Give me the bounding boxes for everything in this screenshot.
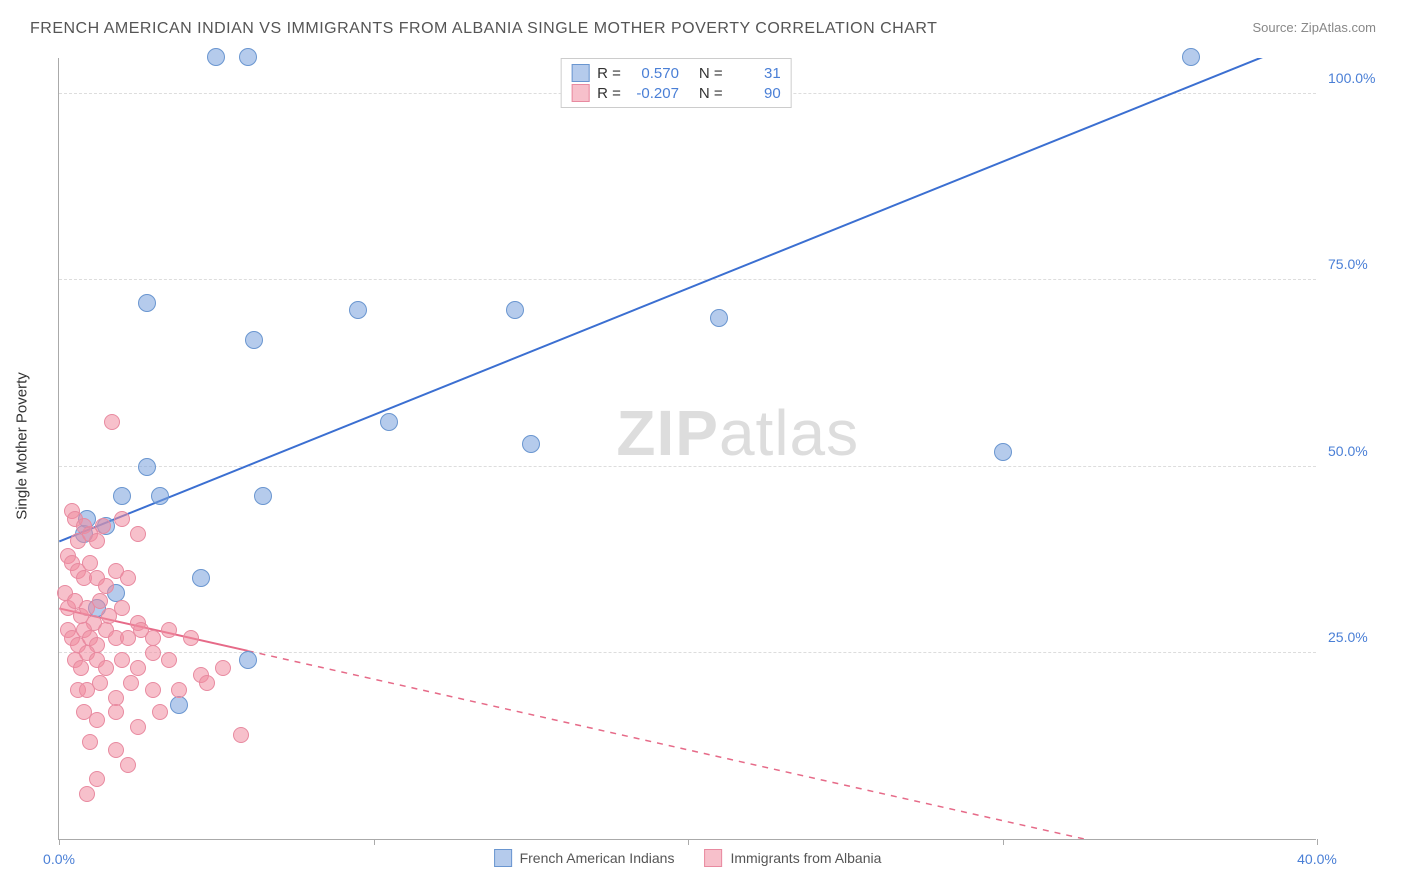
x-tick [1317,839,1318,845]
series-legend: French American Indians Immigrants from … [484,849,892,867]
scatter-point [114,600,130,616]
scatter-point [254,487,272,505]
correlation-legend: R = 0.570 N = 31 R = -0.207 N = 90 [560,58,792,108]
scatter-point [114,652,130,668]
scatter-point [994,443,1012,461]
legend-row-series-1: R = 0.570 N = 31 [571,63,781,83]
watermark-zip: ZIP [616,397,719,469]
chart-title: FRENCH AMERICAN INDIAN VS IMMIGRANTS FRO… [30,20,1376,38]
legend-item-series-1: French American Indians [494,849,675,867]
legend-item-series-2: Immigrants from Albania [704,849,881,867]
scatter-point [89,533,105,549]
r-label-2: R = [597,85,621,102]
scatter-point [114,511,130,527]
scatter-point [239,651,257,669]
n-label-2: N = [699,85,723,102]
scatter-point [138,294,156,312]
scatter-point [245,331,263,349]
scatter-point [130,660,146,676]
scatter-point [239,48,257,66]
scatter-point [170,696,188,714]
scatter-point [95,518,111,534]
n-value-1: 31 [731,65,781,82]
x-tick [374,839,375,845]
scatter-point [92,593,108,609]
scatter-point [98,660,114,676]
watermark: ZIPatlas [616,396,859,470]
scatter-point [108,690,124,706]
scatter-point [145,645,161,661]
plot-area: ZIPatlas R = 0.570 N = 31 R = -0.207 N =… [58,58,1316,840]
scatter-point [199,675,215,691]
scatter-point [215,660,231,676]
scatter-point [710,309,728,327]
gridline [59,466,1316,467]
scatter-point [89,771,105,787]
scatter-point [89,712,105,728]
scatter-point [108,742,124,758]
scatter-point [130,719,146,735]
scatter-point [522,435,540,453]
scatter-point [152,704,168,720]
scatter-point [145,630,161,646]
source-attribution: Source: ZipAtlas.com [1252,20,1376,35]
scatter-point [161,622,177,638]
scatter-point [79,786,95,802]
n-value-2: 90 [731,85,781,102]
legend-swatch-series-2 [571,84,589,102]
x-tick [688,839,689,845]
scatter-point [123,675,139,691]
legend-swatch-series-1 [571,64,589,82]
y-tick-label: 100.0% [1328,70,1388,86]
scatter-point [113,487,131,505]
scatter-point [171,682,187,698]
scatter-point [183,630,199,646]
scatter-point [192,569,210,587]
scatter-point [151,487,169,505]
y-tick-label: 75.0% [1328,256,1388,272]
scatter-point [120,570,136,586]
scatter-point [98,578,114,594]
scatter-point [506,301,524,319]
scatter-point [82,555,98,571]
scatter-point [161,652,177,668]
x-tick-label: 0.0% [43,851,75,867]
n-label-1: N = [699,65,723,82]
regression-line-dashed [248,651,1084,839]
x-tick [1003,839,1004,845]
scatter-point [73,660,89,676]
y-axis-label: Single Mother Poverty [14,372,31,520]
scatter-point [82,734,98,750]
legend-swatch-bottom-1 [494,849,512,867]
y-tick-label: 50.0% [1328,443,1388,459]
scatter-point [120,757,136,773]
legend-row-series-2: R = -0.207 N = 90 [571,83,781,103]
scatter-point [349,301,367,319]
r-label-1: R = [597,65,621,82]
legend-swatch-bottom-2 [704,849,722,867]
scatter-point [207,48,225,66]
scatter-point [145,682,161,698]
scatter-point [104,414,120,430]
scatter-point [130,526,146,542]
watermark-atlas: atlas [719,397,859,469]
legend-label-series-2: Immigrants from Albania [730,850,881,866]
x-tick [59,839,60,845]
r-value-2: -0.207 [629,85,679,102]
x-tick-label: 40.0% [1297,851,1337,867]
scatter-point [1182,48,1200,66]
regression-lines-layer [59,58,1316,839]
legend-label-series-1: French American Indians [520,850,675,866]
scatter-point [92,675,108,691]
scatter-point [138,458,156,476]
r-value-1: 0.570 [629,65,679,82]
regression-line-solid [59,58,1315,541]
scatter-point [233,727,249,743]
y-tick-label: 25.0% [1328,629,1388,645]
gridline [59,279,1316,280]
scatter-point [380,413,398,431]
scatter-point [108,704,124,720]
